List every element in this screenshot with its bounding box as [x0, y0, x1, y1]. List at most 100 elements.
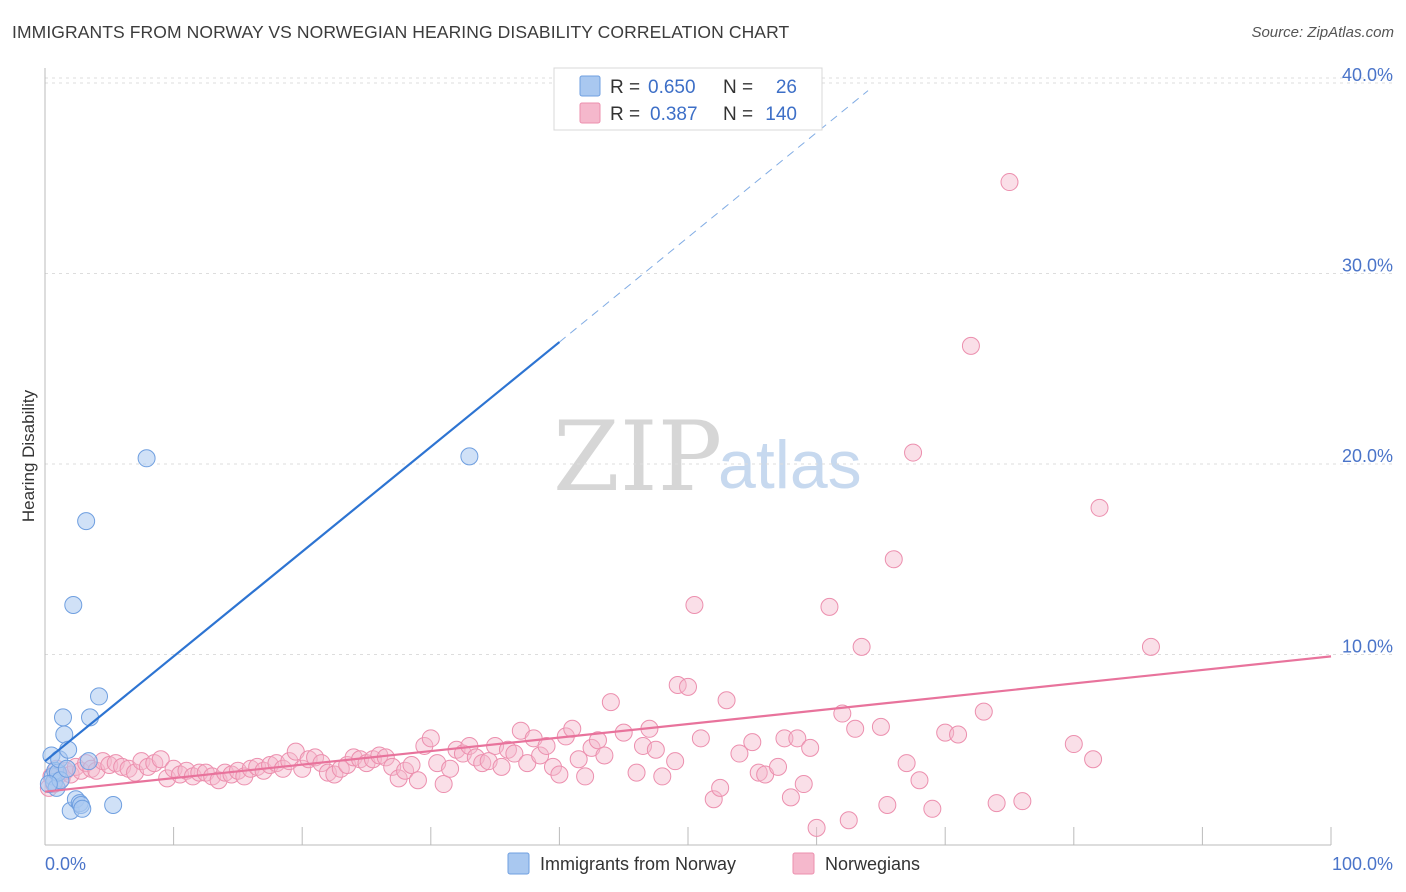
legend-blue-n-label: N = [723, 77, 753, 98]
norwegians-point [1084, 750, 1103, 769]
norwegians-point [492, 757, 511, 776]
norwegians-point [550, 765, 569, 784]
norwegians-point [402, 755, 421, 774]
norwegians-point [473, 754, 492, 773]
watermark-zip: ZIP [553, 401, 722, 513]
norwegians-point [775, 729, 794, 748]
chart-title: IMMIGRANTS FROM NORWAY VS NORWEGIAN HEAR… [12, 22, 790, 42]
norwegians-point [691, 729, 710, 748]
series-legend: Immigrants from Norway Norwegians [507, 852, 920, 875]
legend-pink-r-value: 0.387 [650, 104, 698, 125]
norwegians-point [389, 769, 408, 788]
norwegians-point [769, 757, 788, 776]
norwegians-point [1013, 792, 1032, 811]
norway-immigrant-point [77, 512, 96, 531]
norwegians-point [505, 744, 524, 763]
x-tick-label-min: 0.0% [45, 854, 86, 874]
norwegians-point [839, 811, 858, 830]
norway-immigrant-point [54, 708, 73, 727]
y-axis-label: Hearing Disability [19, 389, 38, 522]
norwegians-point [1141, 637, 1160, 656]
norwegians-point [415, 736, 434, 755]
norwegians-point [434, 775, 453, 794]
norwegians-point [704, 790, 723, 809]
series-legend-pink-label: Norwegians [825, 854, 920, 874]
y-tick-label: 10.0% [1342, 637, 1393, 657]
norway-immigrant-trend-extension [559, 90, 869, 343]
legend-pink-swatch [579, 102, 601, 124]
x-axis-ticks [44, 827, 1332, 845]
legend-blue-r-label: R = [610, 77, 640, 98]
norwegians-point [846, 719, 865, 738]
legend-blue-swatch [579, 75, 601, 97]
norway-immigrant-point [57, 759, 76, 778]
norway-immigrant-point [137, 449, 156, 468]
norwegians-point [421, 729, 440, 748]
series-legend-blue-swatch [507, 852, 530, 875]
norwegians-point [788, 729, 807, 748]
norwegians-point [531, 746, 550, 765]
norwegians-point [749, 763, 768, 782]
norwegians-point [601, 693, 620, 712]
norwegians-point [711, 778, 730, 797]
stats-legend: R = 0.650 N = 26 R = 0.387 N = 140 [553, 67, 823, 131]
norway-immigrant-point [64, 595, 83, 614]
norwegians-trend-line [44, 655, 1332, 793]
y-axis-ticks: 10.0% 20.0% 30.0% 40.0% [1342, 65, 1393, 657]
chart-source: Source: ZipAtlas.com [1251, 24, 1394, 41]
norwegians-point [801, 738, 820, 757]
norwegians-point [904, 443, 923, 462]
trend-lines [44, 90, 1332, 793]
norwegians-point [987, 794, 1006, 813]
norwegians-point [974, 702, 993, 721]
series-legend-pink-swatch [792, 852, 815, 875]
norwegians-point [679, 677, 697, 696]
legend-blue-r-value: 0.650 [648, 77, 696, 98]
legend-pink-n-label: N = [723, 104, 753, 125]
norwegians-point [569, 750, 588, 769]
norwegians-point [878, 795, 897, 814]
norwegians-point [717, 691, 736, 710]
norwegians-point [441, 759, 460, 778]
norwegians-point [910, 771, 929, 790]
y-tick-label: 30.0% [1342, 256, 1393, 276]
norwegians-point [653, 767, 672, 786]
norwegians-point [595, 746, 614, 765]
norwegians-point [743, 733, 762, 752]
norwegians-point [627, 763, 646, 782]
y-tick-label: 40.0% [1342, 65, 1393, 85]
legend-blue-n-value: 26 [776, 77, 797, 98]
norwegians-point [1064, 735, 1083, 754]
norwegians-point [543, 757, 562, 776]
norwegians-point [537, 736, 556, 755]
norwegians-point [781, 788, 800, 807]
watermark: ZIP atlas [553, 401, 862, 513]
y-tick-label: 20.0% [1342, 446, 1393, 466]
gridlines [45, 77, 1392, 655]
norwegians-point [1090, 498, 1109, 517]
legend-pink-r-label: R = [610, 104, 640, 125]
norwegians-point [1000, 173, 1019, 192]
norwegians-point [646, 740, 665, 759]
norwegians-point [666, 752, 685, 771]
norway-immigrant-point [59, 740, 78, 759]
norwegians-point [273, 759, 292, 778]
legend-pink-n-value: 140 [765, 104, 797, 125]
norwegians-point [614, 723, 633, 742]
norwegians-point [897, 754, 916, 773]
norway-immigrant-point [73, 799, 92, 818]
norway-immigrant-point [39, 775, 58, 794]
norwegians-point [588, 731, 607, 750]
norway-immigrant-point [90, 687, 109, 706]
norwegians-point [961, 336, 980, 355]
norwegians-point [685, 595, 704, 614]
norway-immigrant-point [79, 752, 98, 771]
norwegians-point [871, 717, 890, 736]
norwegians-point [923, 799, 942, 818]
norwegians-point [852, 637, 871, 656]
norwegians-point [576, 767, 595, 786]
watermark-atlas: atlas [718, 427, 862, 503]
norwegians-point [408, 771, 427, 790]
series-legend-blue-label: Immigrants from Norway [540, 854, 736, 874]
x-tick-label-max: 100.0% [1332, 854, 1393, 874]
